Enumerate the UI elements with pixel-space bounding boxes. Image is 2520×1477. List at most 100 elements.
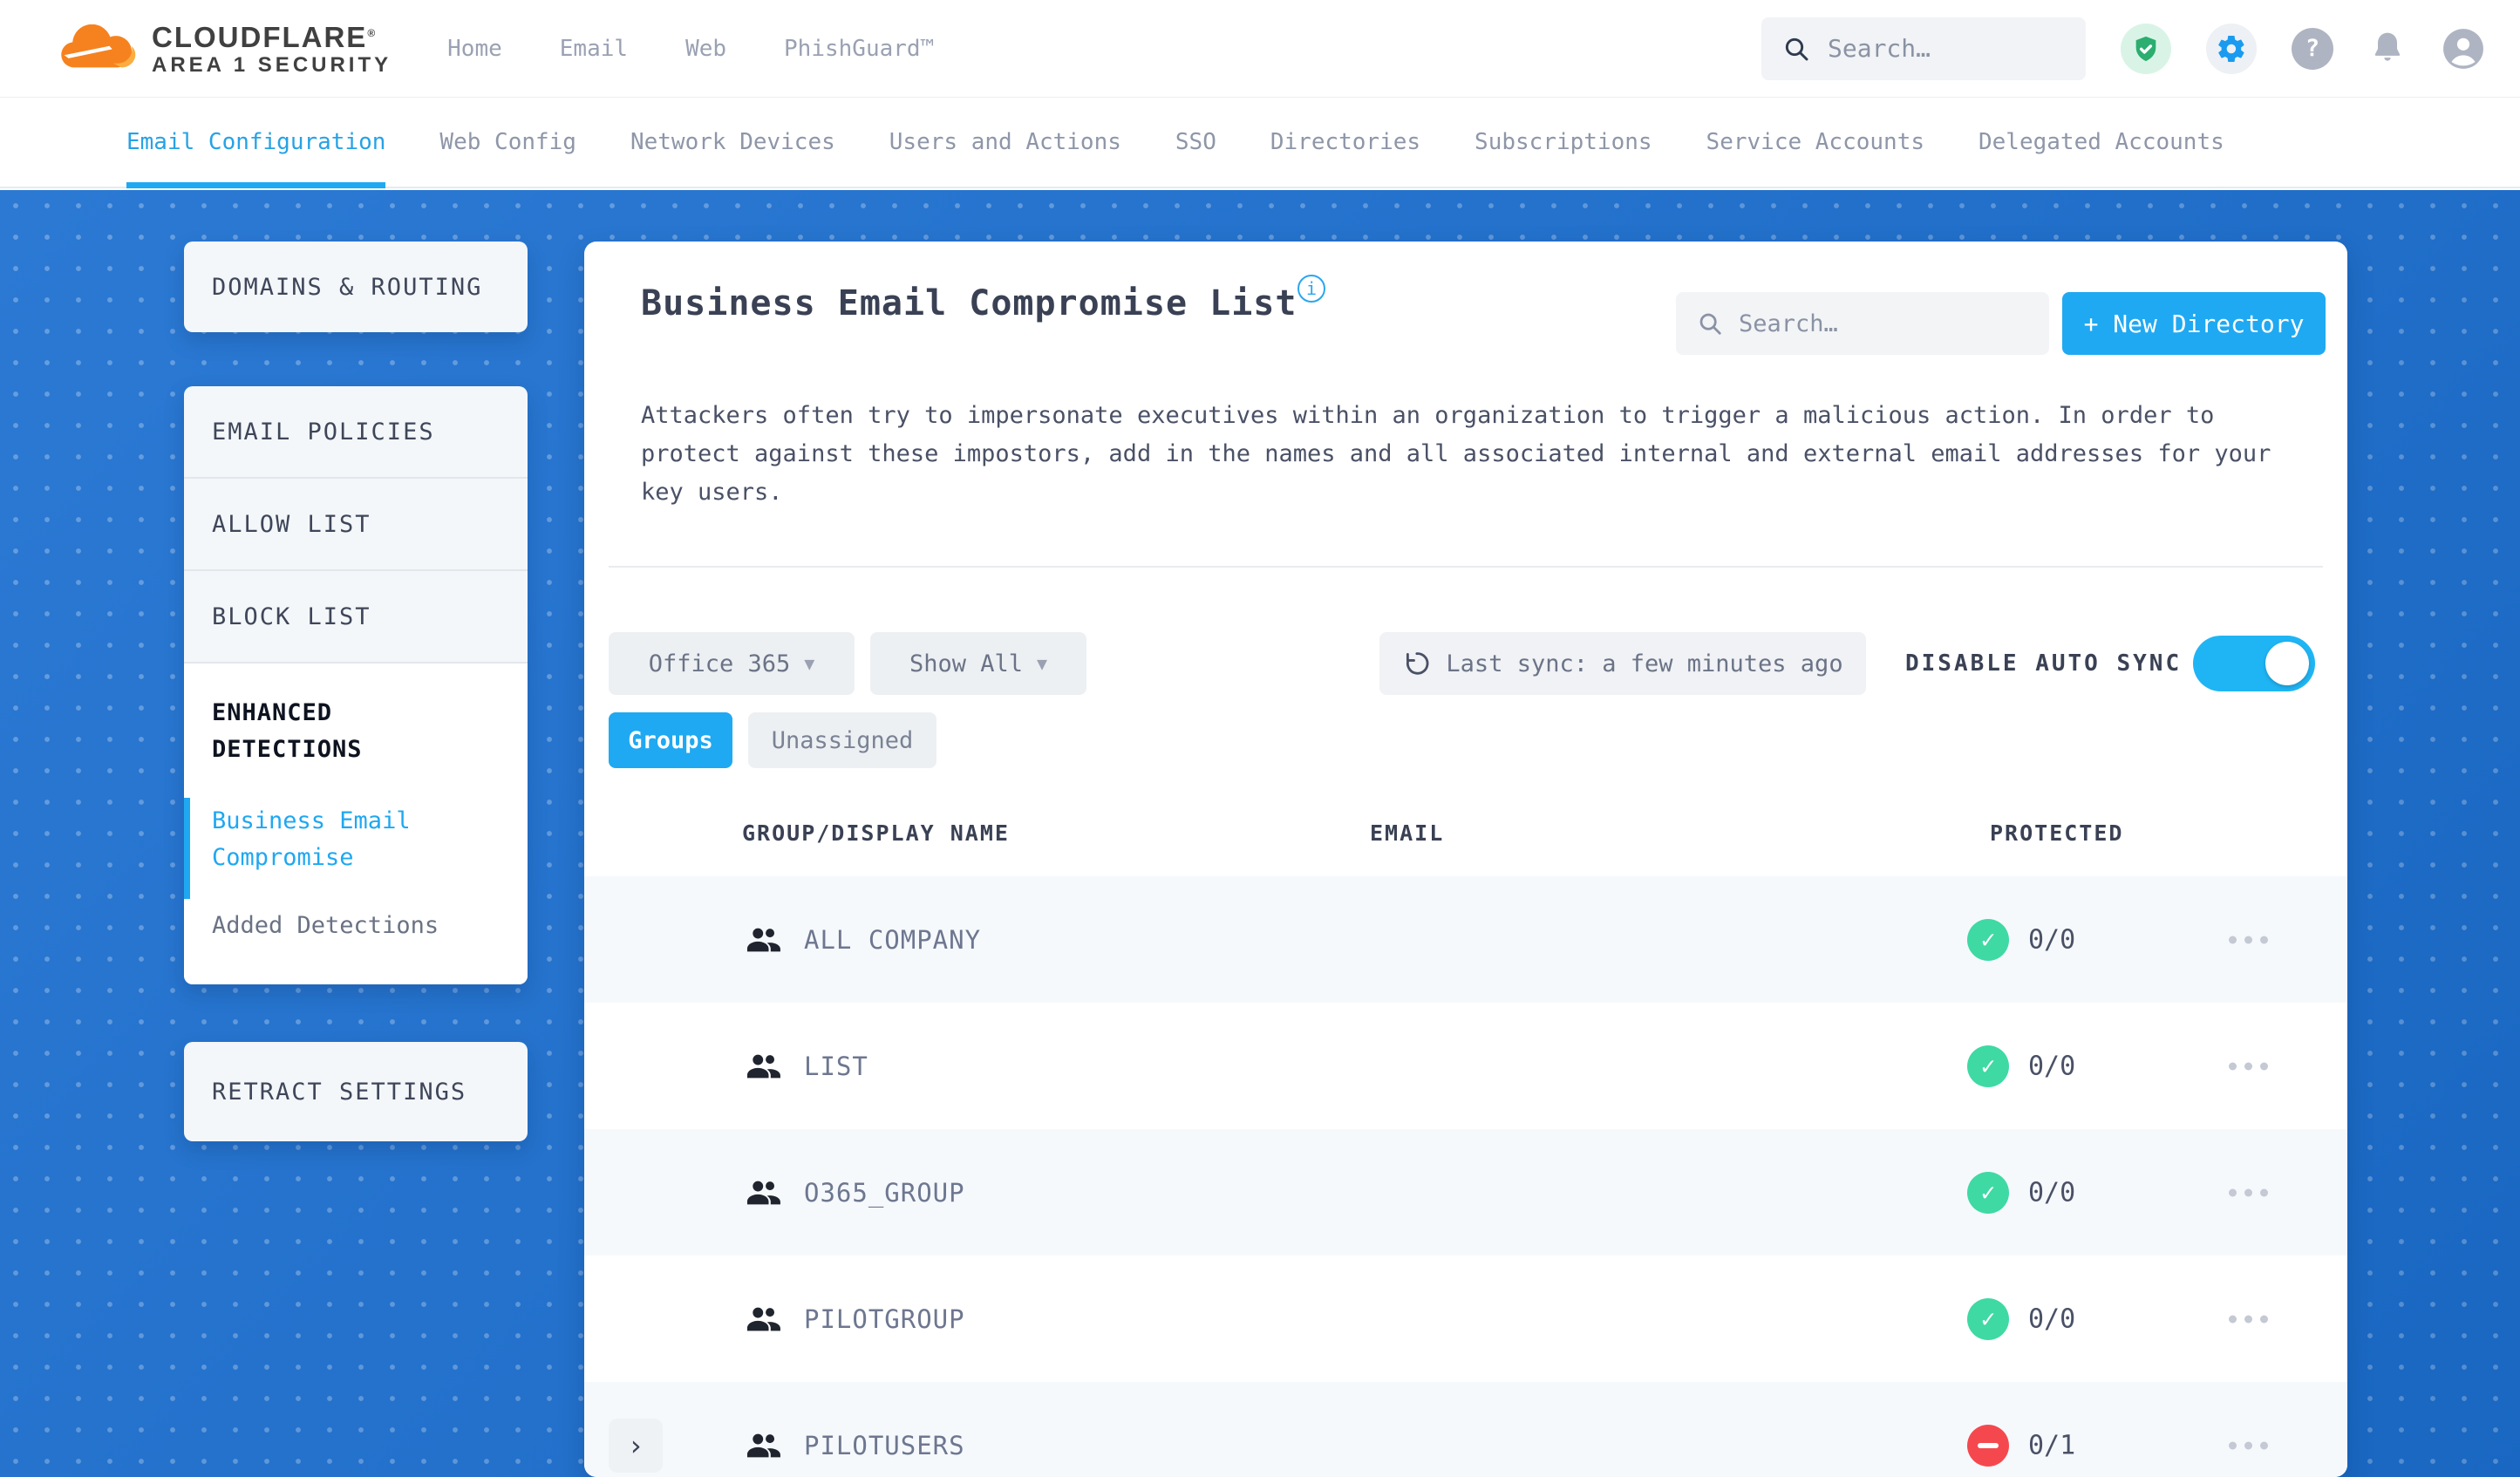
tab-subscriptions[interactable]: Subscriptions [1475, 129, 1652, 155]
sidebar: DOMAINS & ROUTING EMAIL POLICIES ALLOW L… [184, 242, 528, 1141]
main-panel: Business Email Compromise List i Search…… [584, 242, 2347, 1477]
search-icon [1699, 313, 1721, 335]
group-name: O365_GROUP [804, 1177, 965, 1208]
table-row[interactable]: LIST ✓ 0/0 [584, 1003, 2347, 1129]
active-indicator-bar [184, 798, 190, 899]
sidebar-item-domains-routing[interactable]: DOMAINS & ROUTING [212, 273, 483, 301]
top-nav: Home Email Web PhishGuard™ [447, 36, 934, 62]
table-row[interactable]: ALL COMPANY ✓ 0/0 [584, 876, 2347, 1003]
tab-sso[interactable]: SSO [1175, 129, 1216, 155]
tab-directories[interactable]: Directories [1270, 129, 1421, 155]
tab-email-configuration[interactable]: Email Configuration [126, 98, 386, 188]
chevron-down-icon: ▼ [804, 653, 815, 674]
cloudflare-cloud-icon [61, 24, 136, 67]
tab-unassigned[interactable]: Unassigned [748, 712, 936, 768]
gear-icon[interactable] [2206, 23, 2257, 74]
top-nav-item-home[interactable]: Home [447, 35, 502, 62]
list-search-placeholder: Search… [1739, 310, 1838, 337]
group-name: PILOTUSERS [804, 1430, 965, 1460]
sidebar-item-business-email-compromise[interactable]: Business Email Compromise [184, 798, 456, 899]
sidebar-item-retract-settings[interactable]: RETRACT SETTINGS [212, 1078, 467, 1106]
tab-web-config[interactable]: Web Config [439, 129, 576, 155]
shield-check-icon[interactable] [2121, 23, 2171, 74]
section-tab-bar: Email Configuration Web Config Network Dev… [0, 98, 2520, 188]
top-nav-item-email[interactable]: Email [559, 35, 629, 62]
bell-icon[interactable] [2368, 30, 2407, 68]
protected-status-icon: ✓ [1967, 1045, 2009, 1087]
group-icon [746, 1307, 780, 1331]
table-header-row: GROUP/DISPLAY NAME EMAIL PROTECTED [584, 820, 2347, 861]
list-search-input[interactable]: Search… [1676, 292, 2049, 355]
group-name: LIST [804, 1051, 868, 1081]
enhanced-detections-heading[interactable]: ENHANCED DETECTIONS [212, 699, 363, 763]
help-icon[interactable]: ? [2292, 27, 2333, 70]
cloudflare-logo: CLOUDFLARE® AREA 1 SECURITY [49, 18, 392, 78]
auto-sync-toggle[interactable] [2193, 636, 2315, 691]
group-icon [746, 928, 780, 951]
table-row[interactable]: O365_GROUP ✓ 0/0 [584, 1129, 2347, 1256]
tab-groups[interactable]: Groups [609, 712, 732, 768]
info-icon[interactable]: i [1297, 275, 1325, 303]
sync-icon [1406, 652, 1429, 675]
connector-filter-dropdown[interactable]: Office 365 ▼ [609, 632, 855, 695]
column-header-protected: PROTECTED [1990, 820, 2124, 846]
group-table-body: ALL COMPANY ✓ 0/0 LIST ✓ 0/0 O365_GROUP … [584, 876, 2347, 1477]
sidebar-item-allow-list[interactable]: ALLOW LIST [184, 479, 528, 571]
sidebar-item-email-policies[interactable]: EMAIL POLICIES [184, 386, 528, 479]
check-icon: ✓ [1980, 1177, 1996, 1207]
protected-status-icon: ✓ [1967, 1297, 2009, 1340]
group-icon [746, 1433, 780, 1457]
sidebar-item-block-list[interactable]: BLOCK LIST [184, 571, 528, 664]
global-search-placeholder: Search… [1828, 34, 1931, 63]
search-icon [1785, 37, 1808, 60]
user-avatar-icon[interactable] [2442, 27, 2485, 71]
unprotected-status-icon [1967, 1424, 2009, 1467]
check-icon: ✓ [1980, 1303, 1996, 1333]
table-row[interactable]: PILOTGROUP ✓ 0/0 [584, 1256, 2347, 1382]
new-directory-button[interactable]: + New Directory [2062, 292, 2326, 355]
check-icon: ✓ [1980, 924, 1996, 954]
protected-count: 0/0 [2028, 1303, 2076, 1334]
group-name: ALL COMPANY [804, 924, 982, 955]
row-menu-button[interactable] [2229, 1441, 2268, 1449]
tab-delegated-accounts[interactable]: Delegated Accounts [1979, 129, 2224, 155]
group-name: PILOTGROUP [804, 1303, 965, 1334]
page-title: Business Email Compromise List [641, 283, 1297, 323]
app-header: CLOUDFLARE® AREA 1 SECURITY Home Email Web… [0, 0, 2520, 98]
table-row[interactable]: › PILOTUSERS 0/1 [584, 1382, 2347, 1477]
protected-status-icon: ✓ [1967, 918, 2009, 961]
protected-count: 0/0 [2028, 1051, 2076, 1081]
protected-count: 0/1 [2028, 1430, 2076, 1460]
last-sync-status: Last sync: a few minutes ago [1379, 632, 1866, 695]
tab-service-accounts[interactable]: Service Accounts [1706, 129, 1924, 155]
page-background: DOMAINS & ROUTING EMAIL POLICIES ALLOW L… [0, 190, 2520, 1477]
header-actions: Search… ? [1761, 17, 2485, 80]
sidebar-item-added-detections[interactable]: Added Detections [212, 912, 439, 939]
protected-status-icon: ✓ [1967, 1171, 2009, 1214]
tab-users-and-actions[interactable]: Users and Actions [889, 129, 1121, 155]
brand-name: CLOUDFLARE® [152, 21, 378, 53]
brand-subtitle: AREA 1 SECURITY [152, 53, 392, 77]
tab-network-devices[interactable]: Network Devices [630, 129, 835, 155]
group-icon [746, 1054, 780, 1078]
row-menu-button[interactable] [2229, 936, 2268, 943]
top-nav-item-phishguard[interactable]: PhishGuard™ [784, 35, 935, 62]
top-nav-item-web[interactable]: Web [685, 35, 727, 62]
show-filter-dropdown[interactable]: Show All ▼ [870, 632, 1086, 695]
row-menu-button[interactable] [2229, 1188, 2268, 1196]
chevron-down-icon: ▼ [1037, 653, 1048, 674]
sidebar-section-enhanced-detections: ENHANCED DETECTIONS Business Email Compr… [184, 664, 528, 984]
protected-count: 0/0 [2028, 1177, 2076, 1208]
row-menu-button[interactable] [2229, 1315, 2268, 1323]
auto-sync-label: DISABLE AUTO SYNC [1905, 650, 2183, 677]
minus-icon [1978, 1442, 1999, 1448]
global-search-input[interactable]: Search… [1761, 17, 2086, 80]
row-menu-button[interactable] [2229, 1062, 2268, 1070]
protected-count: 0/0 [2028, 924, 2076, 955]
column-header-email: EMAIL [1370, 820, 1445, 846]
toggle-knob [2265, 642, 2309, 685]
column-header-name: GROUP/DISPLAY NAME [742, 820, 1010, 846]
page-description: Attackers often try to impersonate execu… [641, 402, 2271, 506]
check-icon: ✓ [1980, 1051, 1996, 1080]
expand-row-button[interactable]: › [609, 1418, 663, 1473]
